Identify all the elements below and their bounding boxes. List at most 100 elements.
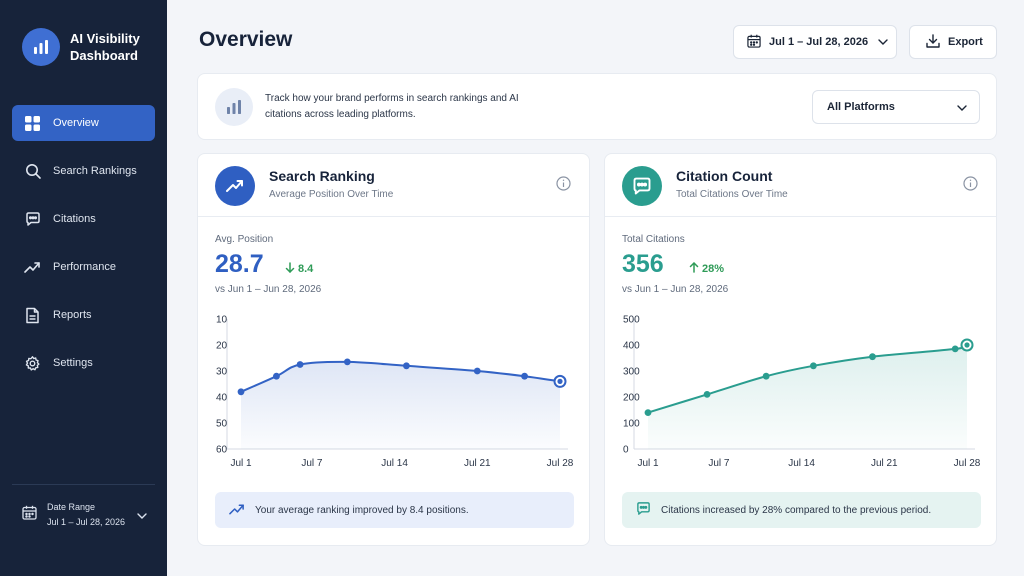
x-tick-label: Jul 14 xyxy=(788,458,815,469)
y-tick-label: 0 xyxy=(623,445,629,456)
data-point[interactable] xyxy=(869,353,876,361)
chevron-down-icon xyxy=(137,506,147,524)
sidebar-item-label: Settings xyxy=(53,357,93,369)
sidebar-item-label: Search Rankings xyxy=(53,165,137,177)
gear-icon xyxy=(24,355,41,372)
calendar-icon xyxy=(22,505,37,525)
data-point[interactable] xyxy=(762,372,770,380)
trend-up-icon xyxy=(215,166,255,206)
data-point[interactable] xyxy=(810,362,817,370)
sidebar-item-label: Reports xyxy=(53,309,92,321)
data-point[interactable] xyxy=(403,362,410,370)
data-point[interactable] xyxy=(703,391,711,398)
arrow-down-icon xyxy=(285,262,295,276)
data-point-last-center xyxy=(964,342,970,348)
chevron-down-icon xyxy=(878,36,888,48)
data-point[interactable] xyxy=(644,409,652,416)
metric-value: 356 xyxy=(622,250,664,278)
sidebar-item-label: Overview xyxy=(53,117,99,129)
date-range-label: Date Range xyxy=(47,502,96,512)
data-point[interactable] xyxy=(951,345,959,353)
chat-icon xyxy=(24,211,41,228)
sidebar: AI Visibility Dashboard Overview Search … xyxy=(0,0,167,576)
trend-icon xyxy=(24,259,41,276)
page-title: Overview xyxy=(199,28,293,51)
citation-count-chart: 0 100 200 300 400 500 Jul 1 Jul 7 Jul 14 Jul 21 Ju… xyxy=(623,315,981,470)
date-range-button[interactable]: Jul 1 – Jul 28, 2026 xyxy=(733,25,897,59)
info-banner: Track how your brand performs in search … xyxy=(197,73,997,140)
y-tick-label: 100 xyxy=(623,419,640,430)
data-point[interactable] xyxy=(521,372,528,380)
sidebar-item-citations[interactable]: Citations xyxy=(12,201,155,237)
sidebar-divider xyxy=(12,484,155,485)
citations-callout: Citations increased by 28% compared to t… xyxy=(622,492,981,528)
sidebar-item-label: Citations xyxy=(53,213,96,225)
data-point-last-center xyxy=(557,378,563,384)
platform-select[interactable]: All Platforms xyxy=(812,90,980,124)
data-point[interactable] xyxy=(296,361,304,368)
download-icon xyxy=(926,33,940,51)
card-title: Citation Count xyxy=(676,168,773,184)
card-subtitle: Total Citations Over Time xyxy=(676,189,788,200)
search-ranking-card: Search Ranking Average Position Over Tim… xyxy=(197,153,590,546)
x-tick-label: Jul 21 xyxy=(871,458,898,469)
platform-select-value: All Platforms xyxy=(827,101,895,113)
sidebar-item-settings[interactable]: Settings xyxy=(12,345,155,381)
card-header: Citation Count Total Citations Over Time xyxy=(605,154,996,217)
card-subtitle: Average Position Over Time xyxy=(269,189,394,200)
ranking-callout: Your average ranking improved by 8.4 pos… xyxy=(215,492,574,528)
y-tick-label: 50 xyxy=(216,419,228,430)
grid-icon xyxy=(24,115,41,132)
sidebar-item-overview[interactable]: Overview xyxy=(12,105,155,141)
export-label: Export xyxy=(948,36,983,48)
bar-chart-icon xyxy=(215,88,253,126)
sidebar-item-search-rankings[interactable]: Search Rankings xyxy=(12,153,155,189)
trend-icon xyxy=(229,502,245,519)
metric-compare: vs Jun 1 – Jun 28, 2026 xyxy=(215,284,322,295)
export-button[interactable]: Export xyxy=(909,25,997,59)
y-tick-label: 60 xyxy=(216,445,228,456)
y-tick-label: 200 xyxy=(623,393,640,404)
x-tick-label: Jul 1 xyxy=(230,458,252,469)
chat-icon xyxy=(636,501,651,519)
series-area xyxy=(648,345,967,449)
x-tick-label: Jul 28 xyxy=(954,458,981,469)
data-point[interactable] xyxy=(237,388,245,396)
y-tick-label: 40 xyxy=(216,393,228,404)
app-title: AI Visibility Dashboard xyxy=(70,31,140,63)
sidebar-nav: Overview Search Rankings Citations Perfo… xyxy=(12,105,155,393)
calendar-icon xyxy=(747,34,761,51)
document-icon xyxy=(24,307,41,324)
data-point[interactable] xyxy=(273,372,280,380)
chevron-down-icon xyxy=(957,102,967,114)
y-tick-label: 10 xyxy=(216,315,228,326)
metric-change-value: 28% xyxy=(702,263,725,275)
brand[interactable]: AI Visibility Dashboard xyxy=(22,28,154,66)
sidebar-item-performance[interactable]: Performance xyxy=(12,249,155,285)
y-tick-label: 30 xyxy=(216,367,228,378)
metric-label: Avg. Position xyxy=(215,234,274,245)
metric-value: 28.7 xyxy=(215,250,264,278)
y-tick-label: 20 xyxy=(216,341,228,352)
series-area xyxy=(241,361,560,449)
chat-icon xyxy=(622,166,662,206)
data-point[interactable] xyxy=(343,358,351,366)
metric-change-value: 8.4 xyxy=(298,263,314,275)
metric-compare: vs Jun 1 – Jun 28, 2026 xyxy=(622,284,729,295)
callout-text: Citations increased by 28% compared to t… xyxy=(661,504,932,516)
y-tick-label: 300 xyxy=(623,367,640,378)
metric-change: 8.4 xyxy=(285,262,313,276)
search-icon xyxy=(24,163,41,180)
sidebar-item-label: Performance xyxy=(53,261,116,273)
x-tick-label: Jul 14 xyxy=(381,458,408,469)
bar-chart-icon xyxy=(22,28,60,66)
info-icon[interactable] xyxy=(963,176,978,196)
data-point[interactable] xyxy=(473,367,481,375)
info-icon[interactable] xyxy=(556,176,571,196)
callout-text: Your average ranking improved by 8.4 pos… xyxy=(255,504,469,516)
date-range-button-label: Jul 1 – Jul 28, 2026 xyxy=(769,36,869,48)
sidebar-item-reports[interactable]: Reports xyxy=(12,297,155,333)
y-tick-label: 400 xyxy=(623,341,640,352)
sidebar-date-range[interactable]: Date Range Jul 1 – Jul 28, 2026 xyxy=(22,500,152,530)
